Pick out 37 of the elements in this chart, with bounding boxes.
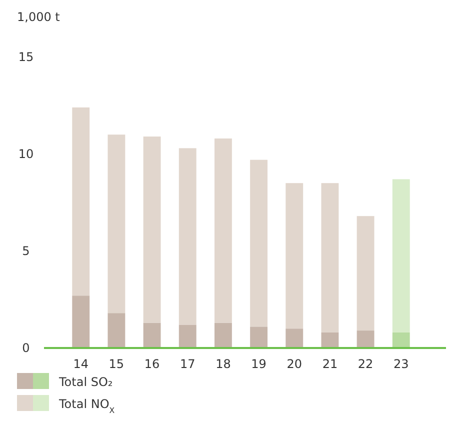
x-tick-label: 18 bbox=[216, 357, 231, 371]
y-tick-label: 0 bbox=[22, 341, 30, 355]
bar bbox=[72, 296, 90, 348]
bar bbox=[143, 136, 161, 323]
bar bbox=[108, 134, 126, 314]
bar bbox=[72, 107, 90, 296]
x-tick-label: 16 bbox=[144, 357, 160, 371]
x-tick-label: 19 bbox=[251, 357, 266, 371]
x-tick-label: 21 bbox=[322, 357, 338, 371]
y-tick-label: 5 bbox=[22, 244, 30, 258]
bar bbox=[250, 326, 268, 348]
bar bbox=[286, 183, 304, 329]
y-axis-title: 1,000 t bbox=[17, 10, 60, 24]
bar bbox=[214, 322, 232, 348]
bar bbox=[321, 183, 339, 332]
bar bbox=[356, 216, 374, 331]
bar bbox=[143, 322, 161, 348]
x-tick-label: 15 bbox=[108, 357, 124, 371]
bar bbox=[286, 328, 304, 348]
x-tick-label: 17 bbox=[180, 357, 196, 371]
bar bbox=[178, 148, 196, 325]
bar bbox=[392, 332, 410, 348]
bar bbox=[356, 330, 374, 348]
x-tick-label: 23 bbox=[393, 357, 409, 371]
x-tick-label: 14 bbox=[73, 357, 89, 371]
bar bbox=[392, 179, 410, 332]
bar bbox=[108, 313, 126, 348]
legend-label: Total NO$_{X}$ bbox=[58, 397, 116, 414]
y-tick-label: 10 bbox=[18, 147, 34, 161]
x-tick-label: 20 bbox=[286, 357, 302, 371]
bar bbox=[250, 160, 268, 327]
bar bbox=[178, 324, 196, 348]
bar bbox=[321, 332, 339, 348]
y-tick-label: 15 bbox=[18, 50, 34, 64]
x-tick-label: 22 bbox=[358, 357, 374, 371]
legend-label: Total SO₂ bbox=[58, 375, 113, 389]
bar bbox=[214, 138, 232, 323]
